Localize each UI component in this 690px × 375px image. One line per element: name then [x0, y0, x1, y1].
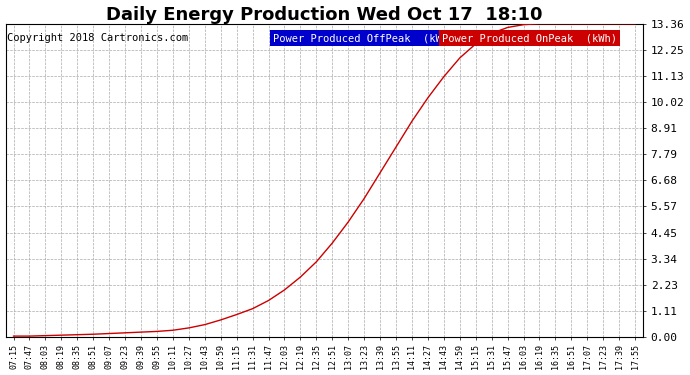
- Title: Daily Energy Production Wed Oct 17  18:10: Daily Energy Production Wed Oct 17 18:10: [106, 6, 542, 24]
- Text: Power Produced OffPeak  (kWh): Power Produced OffPeak (kWh): [273, 33, 455, 43]
- Text: Copyright 2018 Cartronics.com: Copyright 2018 Cartronics.com: [7, 33, 188, 43]
- Text: Power Produced OnPeak  (kWh): Power Produced OnPeak (kWh): [442, 33, 618, 43]
